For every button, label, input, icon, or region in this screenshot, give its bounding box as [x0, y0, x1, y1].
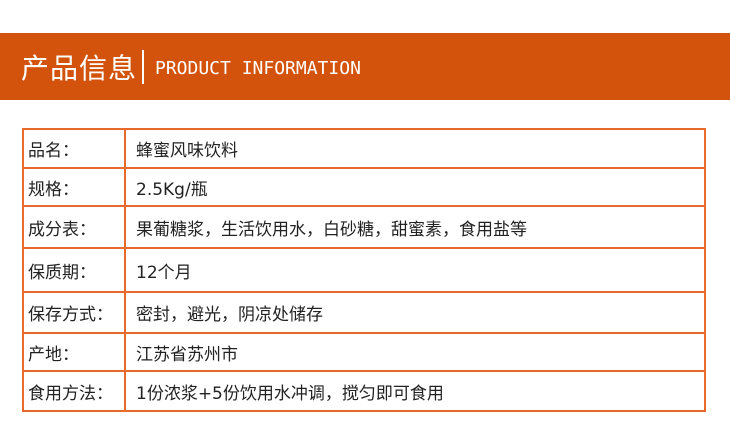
table-row: 规格： 2.5Kg/瓶 [22, 167, 706, 207]
row-label: 保质期： [22, 247, 126, 293]
table-row: 保存方式： 密封，避光，阴凉处储存 [22, 291, 706, 334]
row-label: 品名： [22, 128, 126, 169]
table-row: 食用方法： 1份浓浆+5份饮用水冲调，搅匀即可食用 [22, 370, 706, 412]
title-cn: 产品信息 [21, 52, 138, 85]
table-row: 保质期： 12个月 [22, 247, 706, 293]
product-info-table: 品名： 蜂蜜风味饮料 规格： 2.5Kg/瓶 成分表： 果葡糖浆，生活饮用水，白砂糖，… [22, 128, 706, 412]
divider [142, 50, 144, 84]
row-value: 密封，避光，阴凉处储存 [124, 291, 706, 334]
table-row: 品名： 蜂蜜风味饮料 [22, 128, 706, 169]
row-value: 江苏省苏州市 [124, 332, 706, 372]
row-label: 成分表： [22, 205, 126, 249]
table-row: 产地： 江苏省苏州市 [22, 332, 706, 372]
row-value: 2.5Kg/瓶 [124, 167, 706, 207]
row-label: 保存方式： [22, 291, 126, 334]
row-value: 果葡糖浆，生活饮用水，白砂糖，甜蜜素，食用盐等 [124, 205, 706, 249]
header-banner: 产品信息 PRODUCT INFORMATION [0, 33, 730, 100]
row-label: 规格： [22, 167, 126, 207]
row-label: 食用方法： [22, 370, 126, 412]
row-value: 12个月 [124, 247, 706, 293]
table-row: 成分表： 果葡糖浆，生活饮用水，白砂糖，甜蜜素，食用盐等 [22, 205, 706, 249]
row-value: 蜂蜜风味饮料 [124, 128, 706, 169]
title-en: PRODUCT INFORMATION [155, 58, 361, 79]
row-label: 产地： [22, 332, 126, 372]
row-value: 1份浓浆+5份饮用水冲调，搅匀即可食用 [124, 370, 706, 412]
